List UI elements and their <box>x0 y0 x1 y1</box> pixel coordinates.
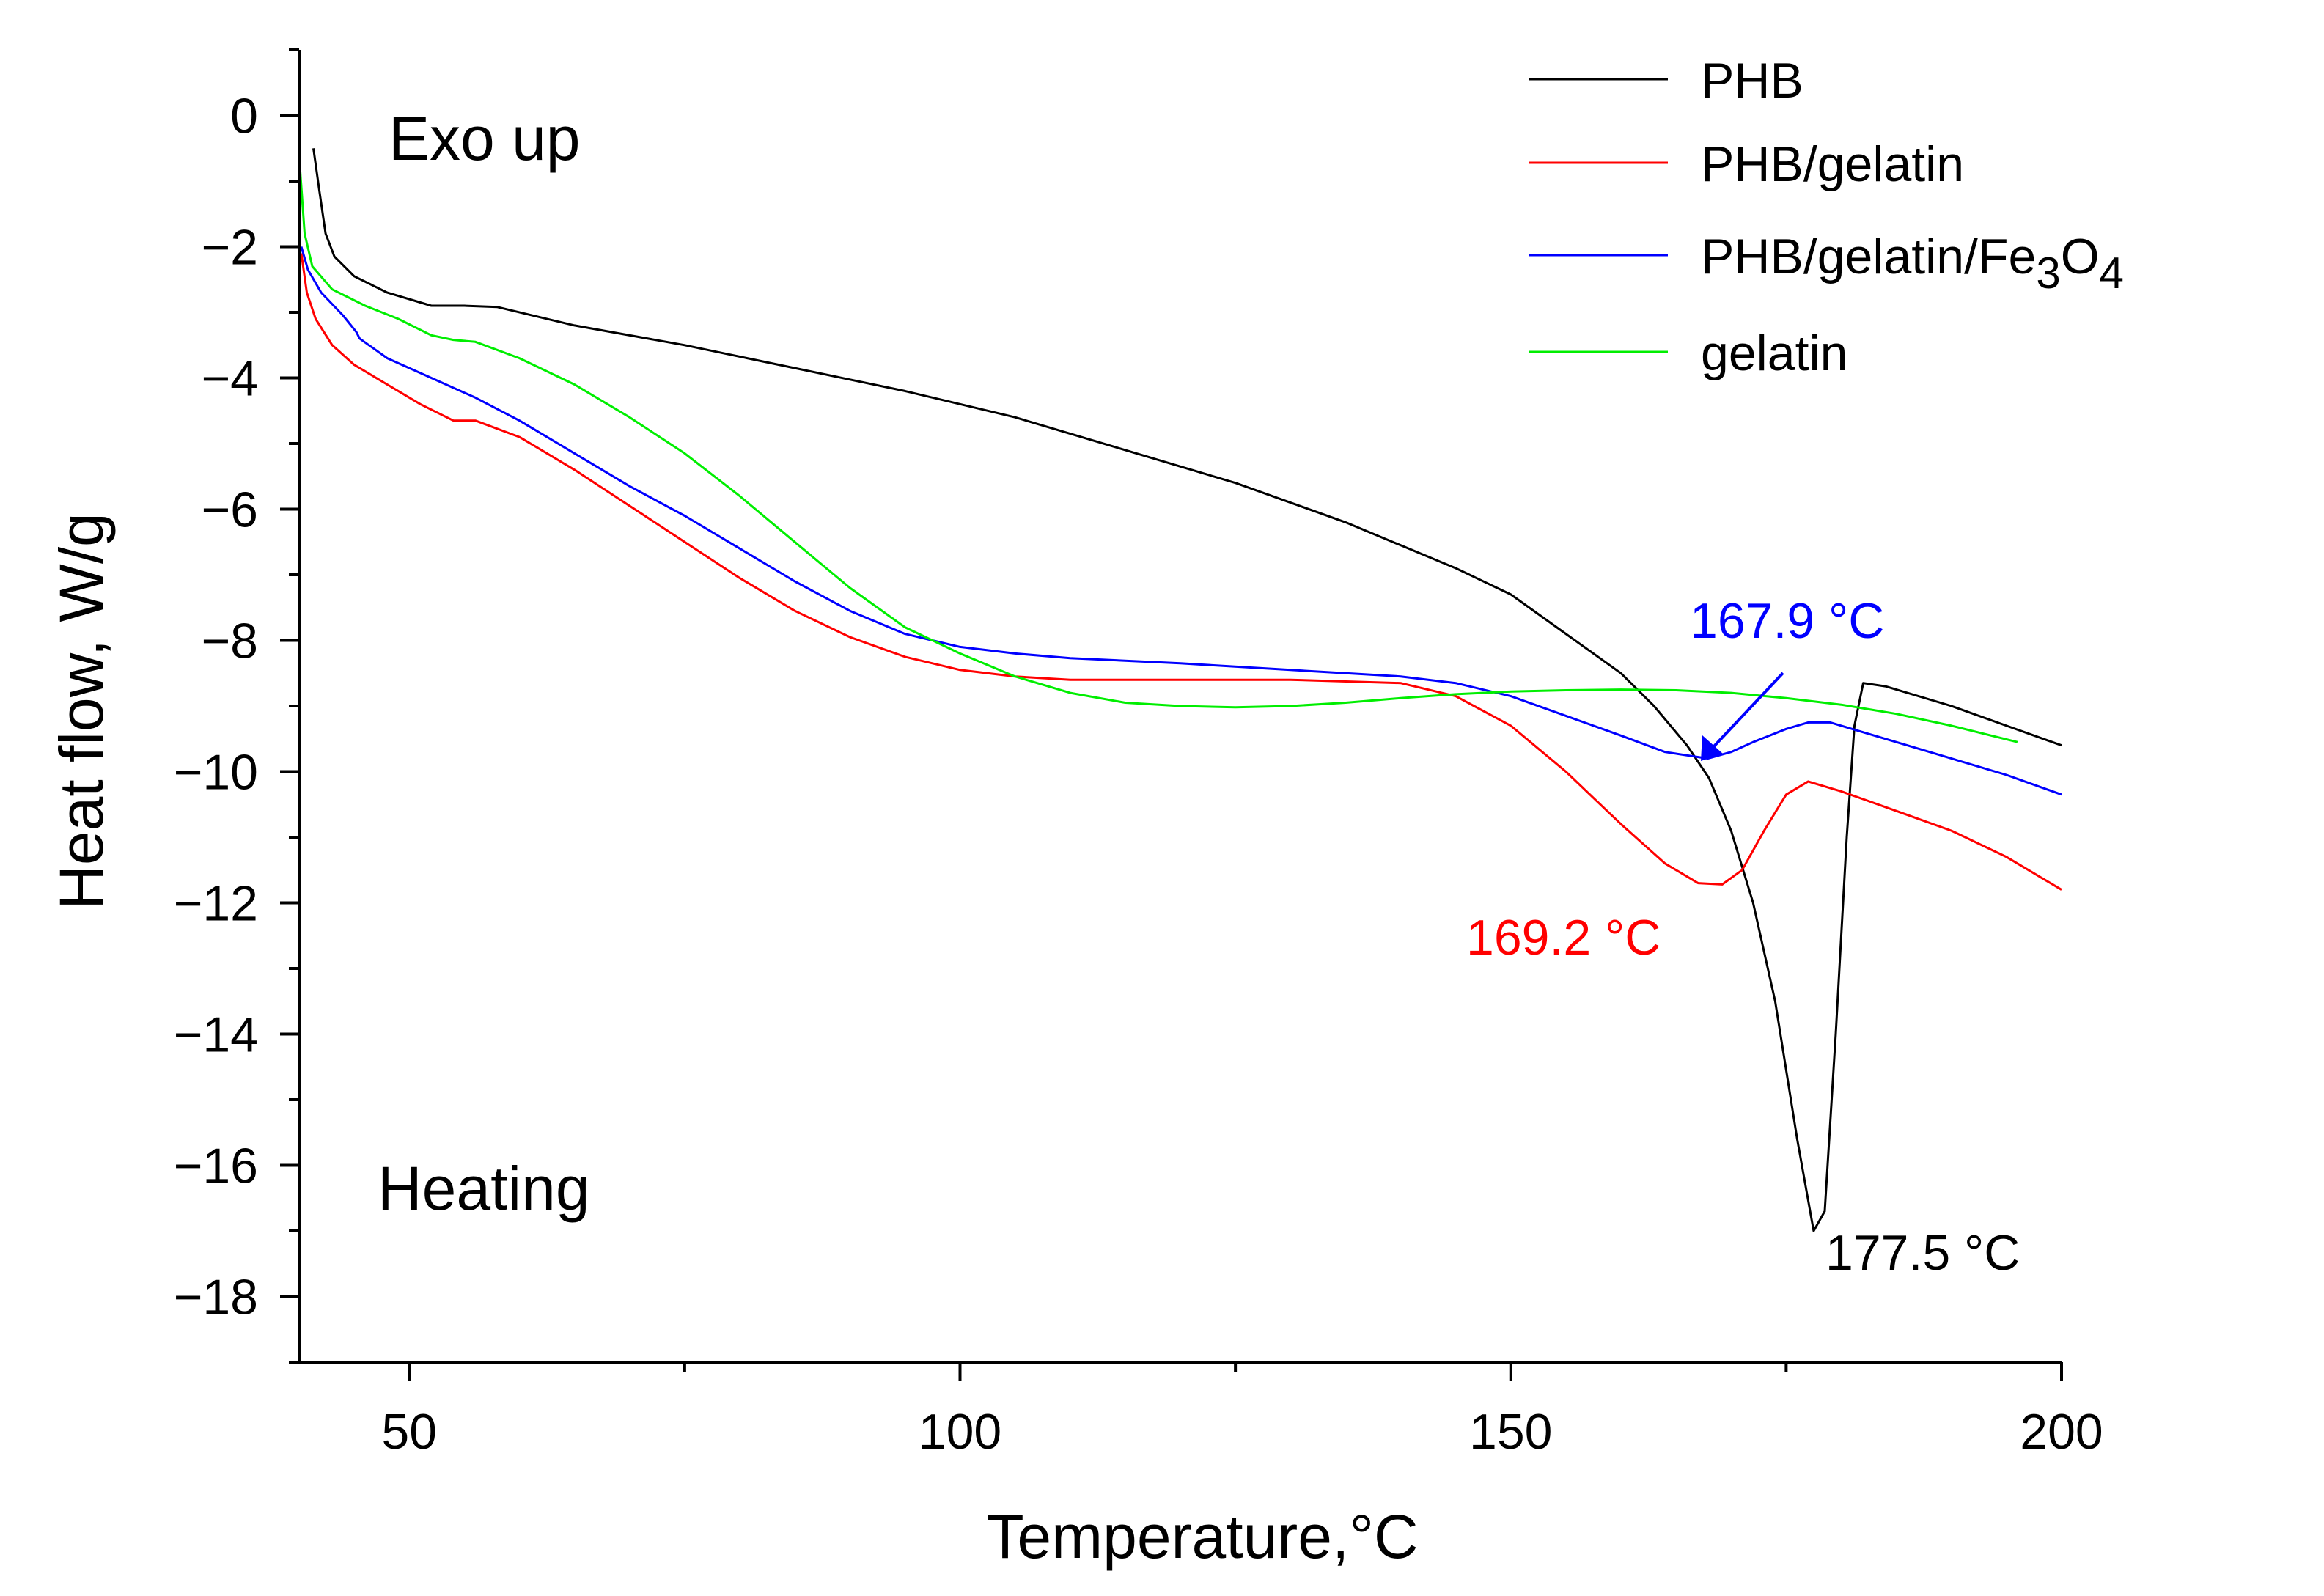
legend: PHB PHB/gelatin PHB/gelatin/Fe3O4 gelati… <box>1529 53 2124 381</box>
series-line-gelatin <box>299 171 2018 743</box>
series-line-phb-gelatin-fe3o4 <box>300 246 2062 796</box>
exo-up-note: Exo up <box>389 104 581 173</box>
y-tick-label--2: −2 <box>201 220 258 276</box>
y-tick-label--16: −16 <box>174 1139 258 1194</box>
series-line-phb <box>312 148 2062 1232</box>
x-tick-label-50: 50 <box>381 1404 437 1460</box>
x-tick-label-200: 200 <box>2020 1404 2103 1460</box>
peak-arrow-fe3o4-head <box>1701 735 1723 761</box>
legend-label-fe3o4-sub4: 4 <box>2100 249 2124 298</box>
y-tick-label--8: −8 <box>201 614 258 669</box>
y-tick-label--14: −14 <box>174 1007 258 1063</box>
y-axis-title: Heat flow, W/g <box>47 512 116 910</box>
x-tick-label-100: 100 <box>919 1404 1001 1460</box>
peak-label-phb-gelatin-fe3o4: 167.9 °C <box>1690 593 1884 649</box>
legend-label-gelatin: gelatin <box>1701 326 1847 381</box>
y-tick-label--6: −6 <box>201 482 258 538</box>
y-tick-label-0: 0 <box>230 89 258 144</box>
peak-layer: 177.5 °C 169.2 °C 167.9 °C <box>1466 593 2020 1281</box>
ticks-layer: 50 100 150 200 0 −2 −4 −6 −8 −10 −12 −14 −16 −18 <box>174 48 2103 1460</box>
y-tick-label--4: −4 <box>201 351 258 407</box>
series-line-phb-gelatin <box>300 253 2062 891</box>
peak-label-phb: 177.5 °C <box>1825 1225 2020 1281</box>
peak-arrow-fe3o4 <box>1711 672 1784 749</box>
legend-label-phb: PHB <box>1701 53 1803 109</box>
series-layer <box>299 148 2062 1232</box>
legend-label-phb-gelatin: PHB/gelatin <box>1701 136 1964 192</box>
peak-label-phb-gelatin: 169.2 °C <box>1466 910 1661 966</box>
heating-note: Heating <box>378 1154 590 1223</box>
legend-label-phb-gelatin-fe3o4: PHB/gelatin/Fe3O4 <box>1701 229 2124 298</box>
y-tick-label--10: −10 <box>174 745 258 801</box>
x-axis-title: Temperature,°C <box>986 1502 1418 1571</box>
legend-label-fe3o4-main: PHB/gelatin/Fe <box>1701 229 2036 284</box>
legend-label-fe3o4-sub3: 3 <box>2036 249 2060 298</box>
y-tick-label--18: −18 <box>174 1270 258 1325</box>
legend-label-fe3o4-o: O <box>2061 229 2100 284</box>
x-tick-label-150: 150 <box>1469 1404 1552 1460</box>
y-tick-label--12: −12 <box>174 876 258 932</box>
